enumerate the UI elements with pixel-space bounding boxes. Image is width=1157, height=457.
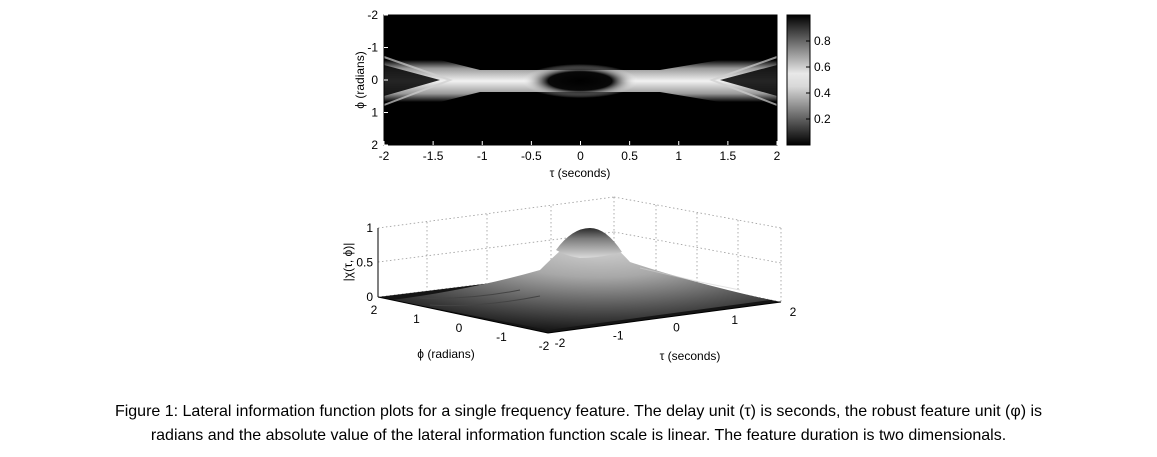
heatmap-ytick-label: -1 <box>367 41 378 55</box>
surface-ztick-label: 1 <box>366 221 373 235</box>
colorbar-tick-label: 0.6 <box>814 60 831 74</box>
surface-xtick-label: -2 <box>555 336 566 350</box>
surface-ytick-label: 1 <box>413 312 420 326</box>
surface-ylabel: ϕ (radians) <box>417 347 474 361</box>
heatmap-xtick-label: -1 <box>477 149 488 163</box>
surface-xtick-label: 1 <box>731 313 738 327</box>
surface-xaxis <box>547 301 782 334</box>
heatmap-xlabel: τ (seconds) <box>550 166 611 180</box>
surface-ytick-label: -1 <box>496 330 507 344</box>
heatmap-xtick-label: 0 <box>577 149 584 163</box>
heatmap-ytick-label: 1 <box>371 106 378 120</box>
heatmap-ytick-label: 2 <box>371 138 378 152</box>
heatmap-band <box>383 56 778 106</box>
heatmap-xtick-label: 2 <box>774 149 781 163</box>
caption-line-1: Figure 1: Lateral information function p… <box>114 403 1043 420</box>
surface-mesh <box>378 228 781 333</box>
colorbar-ticks: 0.8 0.6 0.4 0.2 <box>806 34 831 126</box>
heatmap-xtick-label: 1.5 <box>720 149 737 163</box>
caption-line-2: radians and the absolute value of the la… <box>150 427 1007 444</box>
surface-chart: -2 -1 0 1 2 2 1 0 -1 -2 0 0.5 1 τ (seconds) ϕ (radia… <box>341 196 797 363</box>
surface-ytick-label: 2 <box>371 303 378 317</box>
surface-yaxis <box>377 296 549 334</box>
heatmap-xtick-label: -2 <box>379 149 390 163</box>
heatmap-ytick-label: 0 <box>371 73 378 87</box>
heatmap-xtick-label: -1.5 <box>423 149 444 163</box>
surface-ticks: -2 -1 0 1 2 2 1 0 -1 -2 0 0.5 1 <box>356 221 796 353</box>
heatmap-xtick-label: 0.5 <box>621 149 638 163</box>
surface-ztick-label: 0.5 <box>356 256 373 270</box>
surface-ytick-label: 0 <box>456 321 463 335</box>
surface-xtick-label: -1 <box>613 328 624 342</box>
surface-xtick-label: 0 <box>673 321 680 335</box>
colorbar-tick-label: 0.8 <box>814 34 831 48</box>
heatmap-center-hole <box>522 64 638 98</box>
figure-caption: Figure 1: Lateral information function p… <box>0 400 1157 448</box>
colorbar-tick-label: 0.4 <box>814 86 831 100</box>
surface-ytick-label: -2 <box>539 339 550 353</box>
heatmap-ylabel: ϕ (radians) <box>353 51 367 108</box>
heatmap-ytick-label: -2 <box>367 8 378 22</box>
colorbar-tick-label: 0.2 <box>814 112 831 126</box>
surface-zlabel: |χ(τ, ϕ)| <box>341 243 355 282</box>
heatmap-xtick-label: 1 <box>675 149 682 163</box>
surface-ztick-label: 0 <box>366 290 373 304</box>
surface-xlabel: τ (seconds) <box>660 349 721 363</box>
surface-xtick-label: 2 <box>790 305 797 319</box>
heatmap-colorbar <box>786 14 811 146</box>
heatmap-xtick-label: -0.5 <box>521 149 542 163</box>
